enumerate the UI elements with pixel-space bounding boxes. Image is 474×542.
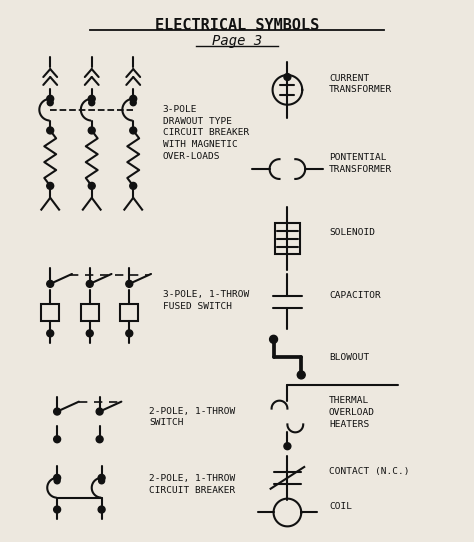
Circle shape	[284, 74, 291, 80]
Circle shape	[126, 330, 133, 337]
Text: BLOWOUT: BLOWOUT	[329, 353, 369, 362]
Text: THERMAL
OVERLOAD
HEATERS: THERMAL OVERLOAD HEATERS	[329, 396, 375, 429]
Circle shape	[47, 127, 54, 134]
Circle shape	[86, 280, 93, 287]
Circle shape	[99, 478, 105, 484]
Circle shape	[98, 474, 105, 481]
Circle shape	[54, 474, 61, 481]
Circle shape	[54, 408, 61, 415]
Circle shape	[47, 280, 54, 287]
Text: 2-POLE, 1-THROW
CIRCUIT BREAKER: 2-POLE, 1-THROW CIRCUIT BREAKER	[149, 474, 235, 495]
Text: CAPACITOR: CAPACITOR	[329, 291, 381, 300]
Circle shape	[88, 183, 95, 189]
Text: PONTENTIAL
TRANSFORMER: PONTENTIAL TRANSFORMER	[329, 153, 392, 173]
Circle shape	[98, 506, 105, 513]
Bar	[120, 304, 138, 321]
Circle shape	[54, 506, 61, 513]
Bar	[81, 304, 99, 321]
Circle shape	[54, 436, 61, 443]
Circle shape	[47, 330, 54, 337]
Circle shape	[130, 95, 137, 102]
Text: 3-POLE, 1-THROW
FUSED SWITCH: 3-POLE, 1-THROW FUSED SWITCH	[163, 290, 249, 311]
Circle shape	[88, 127, 95, 134]
Circle shape	[47, 95, 54, 102]
Text: 3-POLE
DRAWOUT TYPE
CIRCUIT BREAKER
WITH MAGNETIC
OVER-LOADS: 3-POLE DRAWOUT TYPE CIRCUIT BREAKER WITH…	[163, 105, 249, 161]
Text: SOLENOID: SOLENOID	[329, 228, 375, 237]
Circle shape	[96, 408, 103, 415]
Text: ELECTRICAL SYMBOLS: ELECTRICAL SYMBOLS	[155, 18, 319, 33]
Circle shape	[130, 100, 136, 106]
Text: COIL: COIL	[329, 502, 352, 511]
Circle shape	[47, 100, 53, 106]
Text: 2-POLE, 1-THROW
SWITCH: 2-POLE, 1-THROW SWITCH	[149, 406, 235, 428]
Circle shape	[297, 371, 305, 379]
Circle shape	[88, 95, 95, 102]
Circle shape	[47, 183, 54, 189]
Circle shape	[130, 183, 137, 189]
Circle shape	[270, 335, 277, 343]
Bar	[41, 304, 59, 321]
Text: Page 3: Page 3	[212, 35, 262, 48]
Circle shape	[130, 127, 137, 134]
Circle shape	[86, 330, 93, 337]
Text: CONTACT (N.C.): CONTACT (N.C.)	[329, 467, 410, 476]
Circle shape	[96, 436, 103, 443]
Circle shape	[284, 443, 291, 450]
Circle shape	[54, 478, 60, 484]
Circle shape	[126, 280, 133, 287]
Text: CURRENT
TRANSFORMER: CURRENT TRANSFORMER	[329, 74, 392, 94]
Bar	[274, 223, 300, 254]
Circle shape	[89, 100, 95, 106]
